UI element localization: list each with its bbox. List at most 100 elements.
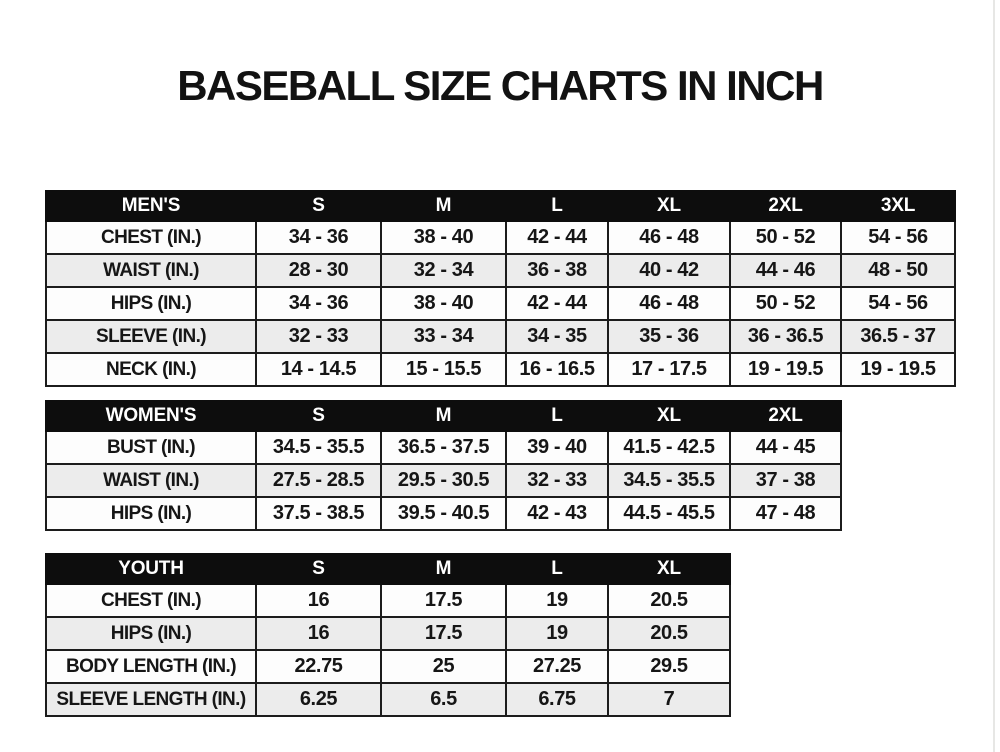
size-value-cell: 42 - 44: [505, 220, 609, 255]
size-value-cell: 37 - 38: [729, 463, 842, 498]
table-group-header: WOMEN'S: [45, 400, 257, 432]
size-value-cell: 39.5 - 40.5: [380, 496, 507, 531]
size-value-cell: 28 - 30: [255, 253, 382, 288]
size-column-header: 3XL: [840, 190, 956, 222]
table-row: WAIST (IN.) 28 - 30 32 - 34 36 - 38 40 - 42 4…: [45, 253, 956, 288]
size-value-cell: 46 - 48: [607, 286, 731, 321]
size-value-cell: 34 - 35: [505, 319, 609, 354]
size-value-cell: 47 - 48: [729, 496, 842, 531]
size-value-cell: 15 - 15.5: [380, 352, 507, 387]
size-value-cell: 19 - 19.5: [729, 352, 842, 387]
size-value-cell: 19: [505, 616, 609, 651]
size-value-cell: 38 - 40: [380, 220, 507, 255]
size-value-cell: 29.5: [607, 649, 731, 684]
size-value-cell: 17 - 17.5: [607, 352, 731, 387]
size-column-header: XL: [607, 400, 731, 432]
row-label: WAIST (IN.): [45, 253, 257, 288]
size-value-cell: 16: [255, 616, 382, 651]
table-group-header: YOUTH: [45, 553, 257, 585]
size-value-cell: 29.5 - 30.5: [380, 463, 507, 498]
page-title: BASEBALL SIZE CHARTS IN INCH: [177, 62, 824, 109]
size-value-cell: 14 - 14.5: [255, 352, 382, 387]
size-value-cell: 27.5 - 28.5: [255, 463, 382, 498]
size-value-cell: 34 - 36: [255, 220, 382, 255]
header-row: WOMEN'S S M L XL 2XL: [45, 400, 842, 432]
womens-size-table: WOMEN'S S M L XL 2XL BUST (IN.) 34.5 - 35.5 36.5…: [45, 400, 842, 531]
table-row: NECK (IN.) 14 - 14.5 15 - 15.5 16 - 16.5 17 …: [45, 352, 956, 387]
row-label: HIPS (IN.): [45, 496, 257, 531]
size-value-cell: 32 - 34: [380, 253, 507, 288]
size-value-cell: 39 - 40: [505, 430, 609, 465]
table-row: CHEST (IN.) 16 17.5 19 20.5: [45, 583, 731, 618]
size-value-cell: 54 - 56: [840, 286, 956, 321]
size-value-cell: 33 - 34: [380, 319, 507, 354]
size-value-cell: 44.5 - 45.5: [607, 496, 731, 531]
size-column-header: M: [380, 190, 507, 222]
mens-size-table: MEN'S S M L XL 2XL 3XL CHEST (IN.) 34 - 36 38 - 4…: [45, 190, 956, 387]
table-row: CHEST (IN.) 34 - 36 38 - 40 42 - 44 46 - 48 5…: [45, 220, 956, 255]
size-value-cell: 35 - 36: [607, 319, 731, 354]
size-value-cell: 6.5: [380, 682, 507, 717]
size-column-header: M: [380, 553, 507, 585]
size-column-header: S: [255, 553, 382, 585]
size-value-cell: 48 - 50: [840, 253, 956, 288]
size-value-cell: 41.5 - 42.5: [607, 430, 731, 465]
size-value-cell: 40 - 42: [607, 253, 731, 288]
table-row: BUST (IN.) 34.5 - 35.5 36.5 - 37.5 39 - 40 4…: [45, 430, 842, 465]
size-value-cell: 50 - 52: [729, 220, 842, 255]
size-value-cell: 6.75: [505, 682, 609, 717]
size-column-header: L: [505, 400, 609, 432]
size-value-cell: 44 - 46: [729, 253, 842, 288]
row-label: SLEEVE (IN.): [45, 319, 257, 354]
size-column-header: S: [255, 190, 382, 222]
row-label: HIPS (IN.): [45, 616, 257, 651]
size-value-cell: 16 - 16.5: [505, 352, 609, 387]
table-row: BODY LENGTH (IN.) 22.75 25 27.25 29.5: [45, 649, 731, 684]
size-value-cell: 19 - 19.5: [840, 352, 956, 387]
header-row: MEN'S S M L XL 2XL 3XL: [45, 190, 956, 222]
size-value-cell: 36 - 36.5: [729, 319, 842, 354]
size-column-header: L: [505, 190, 609, 222]
youth-size-table: YOUTH S M L XL CHEST (IN.) 16 17.5 19 20.5 HIPS (I…: [45, 553, 731, 717]
row-label: CHEST (IN.): [45, 220, 257, 255]
size-value-cell: 44 - 45: [729, 430, 842, 465]
size-value-cell: 42 - 43: [505, 496, 609, 531]
size-value-cell: 16: [255, 583, 382, 618]
scan-edge-artifact: [993, 0, 995, 752]
size-value-cell: 20.5: [607, 583, 731, 618]
row-label: HIPS (IN.): [45, 286, 257, 321]
table-row: SLEEVE LENGTH (IN.) 6.25 6.5 6.75 7: [45, 682, 731, 717]
size-column-header: M: [380, 400, 507, 432]
size-value-cell: 7: [607, 682, 731, 717]
size-value-cell: 36.5 - 37: [840, 319, 956, 354]
size-value-cell: 25: [380, 649, 507, 684]
size-value-cell: 36.5 - 37.5: [380, 430, 507, 465]
row-label: CHEST (IN.): [45, 583, 257, 618]
size-value-cell: 34.5 - 35.5: [607, 463, 731, 498]
size-value-cell: 42 - 44: [505, 286, 609, 321]
table-row: WAIST (IN.) 27.5 - 28.5 29.5 - 30.5 32 - 33…: [45, 463, 842, 498]
size-column-header: XL: [607, 553, 731, 585]
row-label: WAIST (IN.): [45, 463, 257, 498]
table-row: SLEEVE (IN.) 32 - 33 33 - 34 34 - 35 35 - 36…: [45, 319, 956, 354]
size-column-header: L: [505, 553, 609, 585]
size-value-cell: 38 - 40: [380, 286, 507, 321]
row-label: SLEEVE LENGTH (IN.): [45, 682, 257, 717]
table-group-header: MEN'S: [45, 190, 257, 222]
size-value-cell: 32 - 33: [255, 319, 382, 354]
size-value-cell: 27.25: [505, 649, 609, 684]
size-value-cell: 17.5: [380, 583, 507, 618]
size-value-cell: 6.25: [255, 682, 382, 717]
size-value-cell: 34 - 36: [255, 286, 382, 321]
size-value-cell: 37.5 - 38.5: [255, 496, 382, 531]
size-value-cell: 50 - 52: [729, 286, 842, 321]
size-value-cell: 20.5: [607, 616, 731, 651]
size-value-cell: 19: [505, 583, 609, 618]
size-value-cell: 17.5: [380, 616, 507, 651]
size-value-cell: 22.75: [255, 649, 382, 684]
table-row: HIPS (IN.) 34 - 36 38 - 40 42 - 44 46 - 48 50…: [45, 286, 956, 321]
table-row: HIPS (IN.) 16 17.5 19 20.5: [45, 616, 731, 651]
table-row: HIPS (IN.) 37.5 - 38.5 39.5 - 40.5 42 - 43 4…: [45, 496, 842, 531]
header-row: YOUTH S M L XL: [45, 553, 731, 585]
